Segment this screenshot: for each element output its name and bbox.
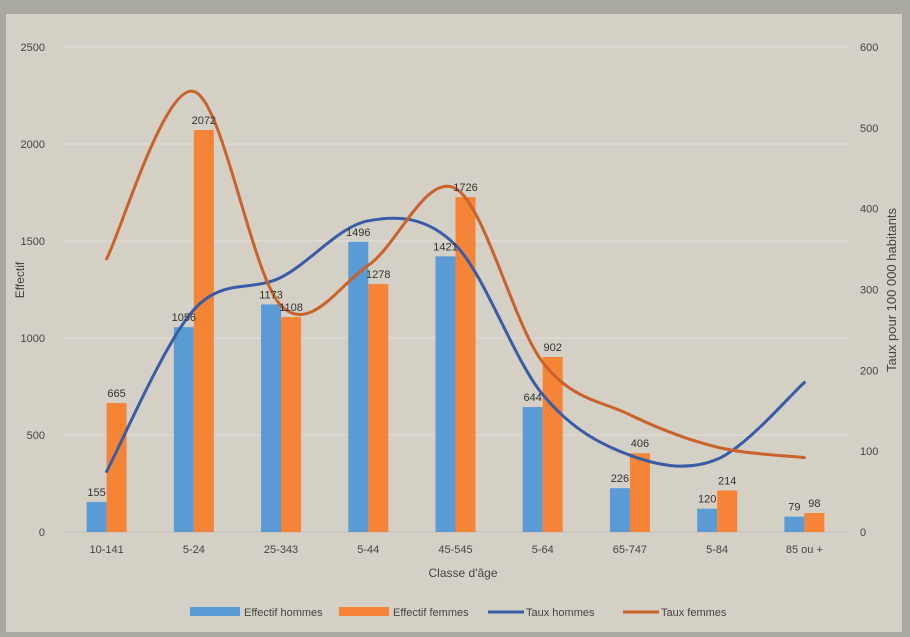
data-label: 226	[611, 473, 629, 485]
legend-label: Effectif femmes	[393, 607, 469, 619]
data-label: 214	[718, 475, 736, 487]
x-tick-label: 5-44	[357, 544, 379, 556]
y-axis-title: Effectif	[13, 261, 27, 298]
y-tick-label: 0	[39, 527, 45, 539]
y-tick-label: 2000	[21, 139, 45, 151]
bar	[86, 501, 107, 532]
data-label: 644	[524, 392, 542, 404]
bar	[784, 516, 805, 532]
bar	[193, 130, 214, 533]
chart-card: 155 1056 1173 1496 1421 644 226 120 79 665 2072 110…	[6, 14, 902, 632]
series-line	[105, 216, 806, 473]
data-label: 1496	[346, 227, 370, 239]
y2-tick-label: 0	[860, 527, 866, 539]
y-tick-label: 2500	[21, 42, 45, 54]
legend-label: Taux femmes	[661, 607, 727, 619]
data-label: 1173	[259, 289, 283, 301]
axes: 0 500 1000 1500 2000 2500 0 100 200 300 400 500 600 1…	[21, 42, 879, 556]
lines	[105, 89, 806, 473]
data-label: 1056	[172, 312, 196, 324]
data-label: 1421	[433, 241, 457, 253]
data-label: 98	[808, 498, 820, 510]
data-label: 155	[87, 487, 105, 499]
y2-tick-label: 600	[860, 42, 878, 54]
data-label: 120	[698, 494, 716, 506]
x-tick-label: 45-545	[438, 544, 472, 556]
bar	[261, 304, 282, 532]
y2-tick-label: 500	[860, 123, 878, 135]
bar	[348, 241, 369, 532]
x-tick-label: 85 ou +	[786, 544, 823, 556]
y2-tick-label: 200	[860, 365, 878, 377]
series-line	[105, 89, 806, 460]
y2-axis-title: Taux pour 100 000 habitants	[884, 207, 899, 372]
x-tick-label: 5-84	[706, 544, 728, 556]
data-label: 1108	[279, 302, 303, 314]
bar	[522, 407, 543, 532]
data-label: 665	[107, 388, 125, 400]
data-label: 1726	[453, 182, 477, 194]
x-tick-label: 5-64	[532, 544, 554, 556]
data-label: 1278	[366, 269, 390, 281]
data-label: 902	[544, 342, 562, 354]
data-label: 79	[788, 502, 800, 514]
x-tick-label: 25-343	[264, 544, 298, 556]
legend-label: Taux hommes	[526, 607, 595, 619]
bar	[629, 453, 650, 532]
bar	[455, 197, 476, 532]
bar	[281, 317, 302, 532]
bar	[717, 490, 738, 532]
data-labels: 155 1056 1173 1496 1421 644 226 120 79 665 2072 110…	[87, 115, 820, 514]
x-tick-label: 5-24	[183, 544, 205, 556]
y2-tick-label: 400	[860, 204, 878, 216]
x-tick-label: 65-747	[613, 544, 647, 556]
legend-swatch	[339, 607, 389, 616]
bar	[435, 256, 456, 532]
data-label: 2072	[192, 115, 216, 127]
legend-label: Effectif hommes	[244, 607, 323, 619]
bar	[106, 402, 127, 532]
legend-swatch	[190, 607, 240, 616]
bar	[609, 488, 630, 532]
y2-tick-label: 300	[860, 285, 878, 297]
bar	[697, 508, 718, 532]
x-tick-label: 10-141	[89, 544, 123, 556]
y-tick-label: 500	[27, 430, 45, 442]
bar	[804, 512, 825, 532]
combo-chart: 155 1056 1173 1496 1421 644 226 120 79 665 2072 110…	[13, 42, 899, 619]
y-tick-label: 1000	[21, 333, 45, 345]
bar	[368, 284, 389, 532]
y-tick-label: 1500	[21, 236, 45, 248]
legend: Effectif hommes Effectif femmes Taux homme…	[190, 607, 727, 619]
x-axis-title: Classe d'âge	[429, 566, 498, 580]
y2-tick-label: 100	[860, 446, 878, 458]
bars	[86, 130, 825, 533]
data-label: 406	[631, 438, 649, 450]
bar	[542, 357, 563, 532]
bar	[173, 327, 194, 532]
